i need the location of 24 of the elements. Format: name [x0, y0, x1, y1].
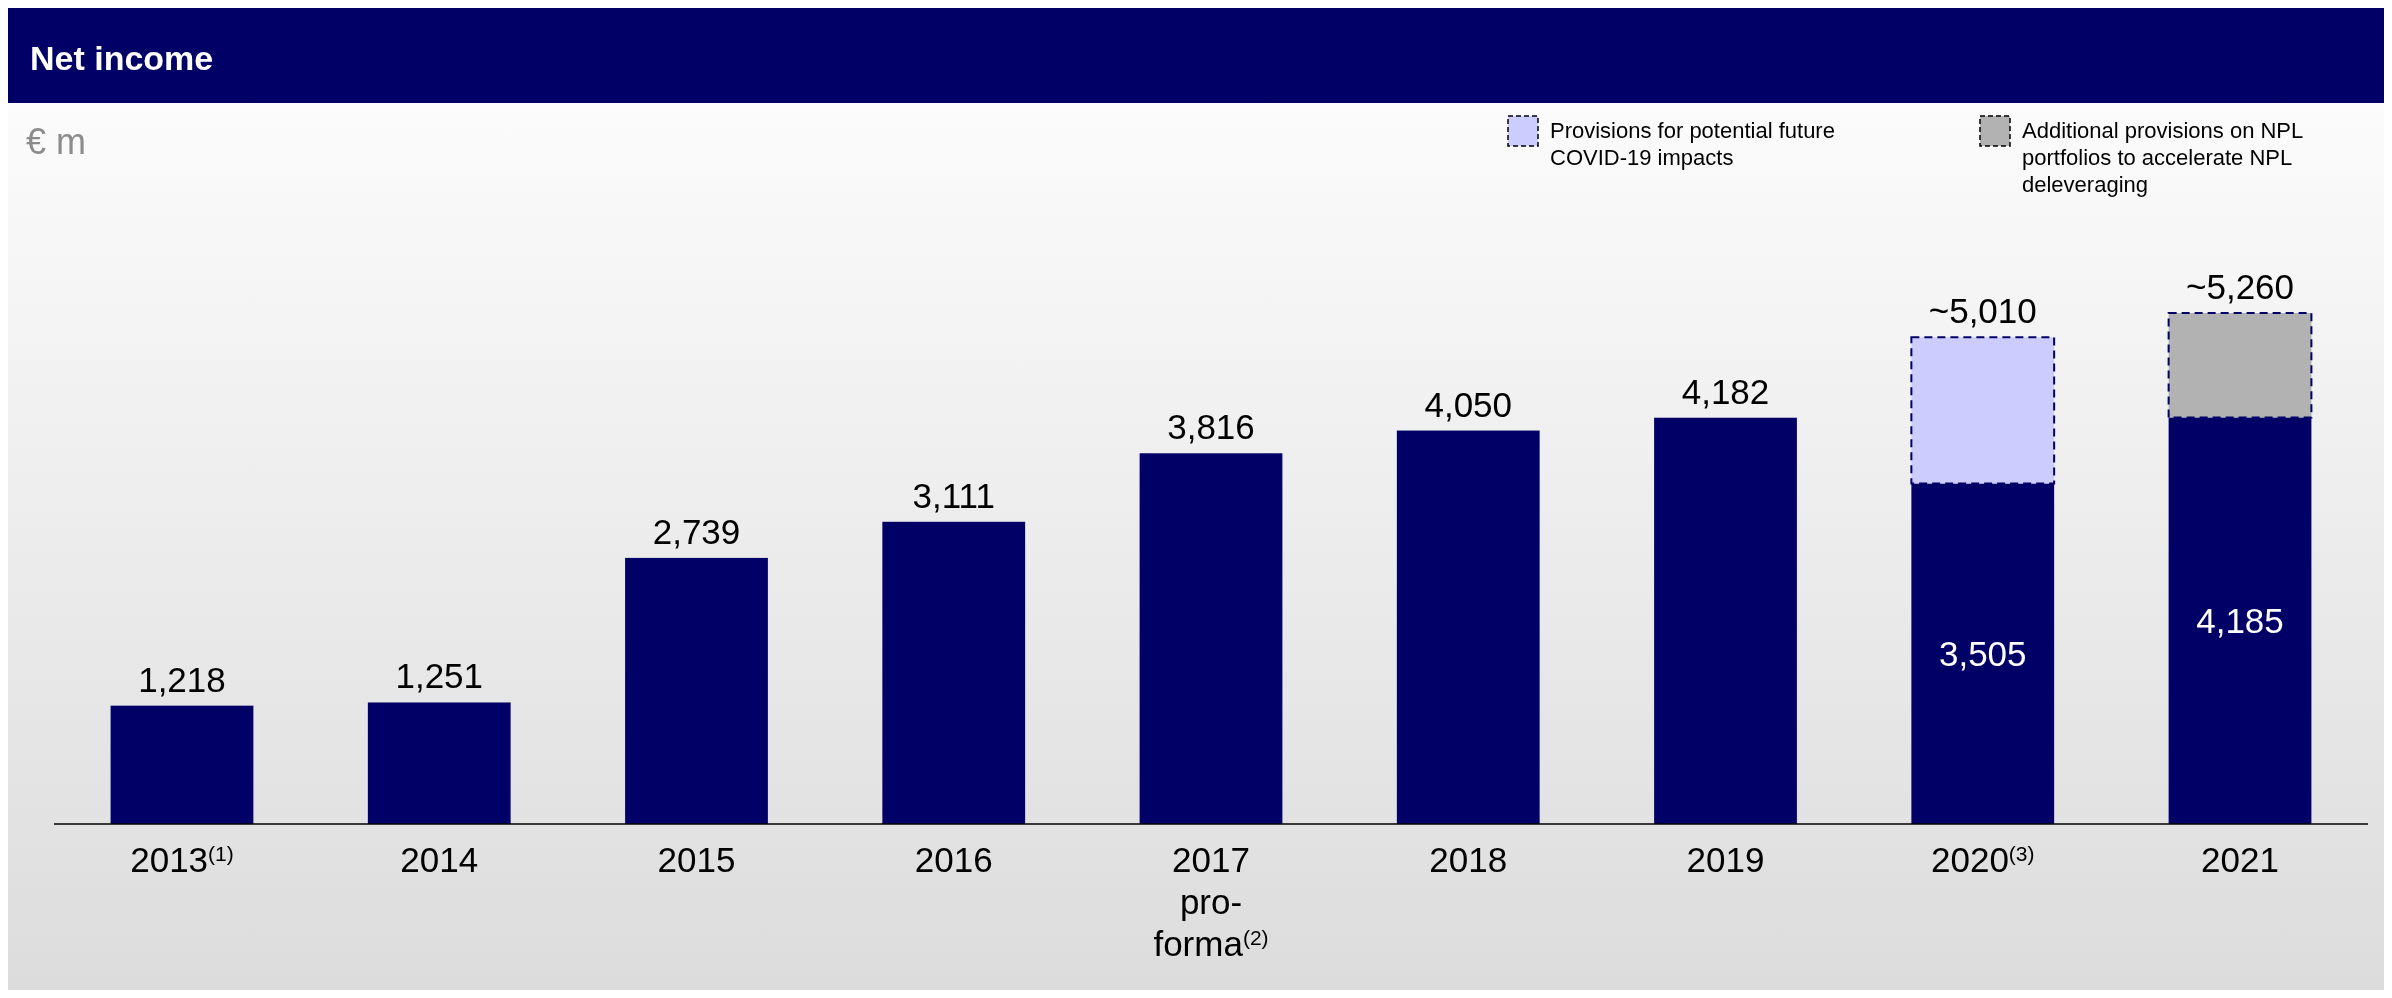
data-label: 3,111	[912, 475, 995, 515]
x-tick-label: 2014	[400, 840, 479, 879]
data-label: 3,816	[1167, 407, 1255, 447]
data-label: 2,739	[652, 511, 741, 551]
x-tick-label: 2016	[914, 840, 993, 879]
x-tick-label: 2018	[1429, 840, 1508, 879]
x-tick-label: 2021	[2201, 840, 2279, 879]
x-tick-label: 2020$^{(3)}$	[1930, 840, 2035, 879]
data-label: 3,505	[1938, 633, 2027, 673]
data-label: 4,182	[1681, 371, 1770, 411]
y-axis-title: € m	[26, 121, 87, 162]
x-tick-label: 2019	[1686, 840, 1765, 879]
data-label: 1,218	[138, 659, 226, 699]
x-tick-label: 2015	[657, 840, 736, 879]
legend-label: Additional provisions on NPL portfolios to accelerate NPL deleveraging	[2022, 118, 2304, 197]
chart-title: Net income	[30, 39, 214, 77]
x-tick-label: 2017 pro-forma$^{(2)}$	[1153, 840, 1269, 963]
data-label: 1,251	[395, 656, 484, 696]
data-label: 4,050	[1424, 384, 1513, 424]
total-label: ~5,260	[2186, 267, 2295, 306]
x-tick-label: 2013$^{(1)}$	[130, 840, 234, 879]
total-label: ~5,010	[1928, 291, 2037, 331]
data-label: 4,185	[2196, 600, 2284, 640]
legend-label: Provisions for potential future COVID-19 impacts	[1550, 118, 1835, 170]
